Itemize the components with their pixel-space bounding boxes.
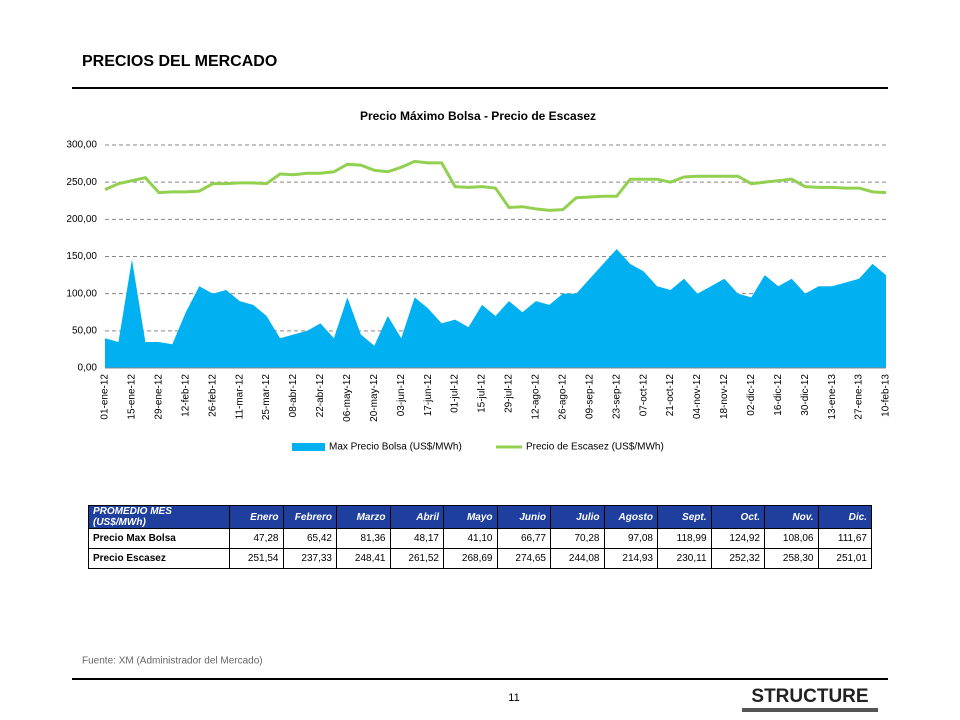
table-cell: 81,36	[336, 528, 391, 549]
table-cell: Abril	[389, 505, 444, 529]
table-cell: Sept.	[657, 505, 712, 529]
table-cell: Mayo	[443, 505, 498, 529]
x-tick-label: 07-oct-12	[638, 374, 649, 417]
logo: STRUCTURE	[751, 686, 868, 707]
table-cell: 248,41	[336, 548, 391, 569]
y-tick-label: 300,00	[66, 140, 97, 151]
source: Fuente: XM (Administrador del Mercado)	[82, 656, 263, 667]
x-tick-label: 13-ene-13	[827, 374, 838, 420]
x-tick-label: 11-mar-12	[234, 374, 245, 420]
table-cell: 237,33	[282, 548, 337, 569]
table-cell: Nov.	[764, 505, 819, 529]
x-tick-label: 12-feb-12	[180, 374, 191, 417]
legend-label: Max Precio Bolsa (US$/MWh)	[329, 442, 462, 453]
area	[105, 249, 886, 368]
table-cell: 97,08	[603, 528, 658, 549]
x-tick-label: 26-ago-12	[557, 374, 568, 420]
x-tick-label: 02-dic-12	[746, 374, 757, 416]
y-tick-label: 100,00	[66, 288, 97, 299]
table-row: Precio Escasez 251,54 237,33 248,41 261,52 26…	[88, 548, 872, 569]
table-row: Precio Max Bolsa 47,28 65,42 81,36 48,17 41,1…	[88, 528, 872, 549]
table-cell: 251,54	[229, 548, 284, 569]
table-cell: 47,28	[229, 528, 284, 549]
table-cell: Oct.	[710, 505, 765, 529]
table-cell: 124,92	[710, 528, 765, 549]
table-cell: 230,11	[657, 548, 712, 569]
x-tick-label: 27-ene-13	[854, 374, 865, 420]
summary-table: PROMEDIO MES (US$/MWh) Enero Febrero Marzo A…	[88, 505, 872, 569]
table-cell: 118,99	[657, 528, 712, 549]
y-tick-label: 200,00	[66, 214, 97, 225]
x-tick-label: 01-ene-12	[100, 374, 111, 420]
table-cell: Precio Max Bolsa	[88, 528, 230, 549]
table-cell: 70,28	[550, 528, 605, 549]
x-tick-label: 15-ene-12	[127, 374, 138, 420]
table-cell: Enero	[229, 505, 284, 529]
y-tick-label: 0,00	[78, 363, 98, 374]
table-cell: Febrero	[282, 505, 337, 529]
x-tick-label: 29-jul-12	[504, 374, 515, 413]
table-cell: 66,77	[496, 528, 551, 549]
x-tick-label: 23-sep-12	[611, 374, 622, 419]
x-tick-label: 04-nov-12	[692, 374, 703, 419]
x-tick-label: 06-may-12	[342, 374, 353, 422]
table-cell: 48,17	[389, 528, 444, 549]
table-cell: Junio	[496, 505, 551, 529]
x-tick-label: 20-may-12	[369, 374, 380, 422]
table-cell: 41,10	[443, 528, 498, 549]
table-cell: 261,52	[389, 548, 444, 569]
x-tick-label: 29-ene-12	[154, 374, 165, 420]
x-tick-label: 15-jul-12	[477, 374, 488, 413]
table-cell: 214,93	[603, 548, 658, 569]
slide-title: PRECIOS DEL MERCADO	[82, 53, 277, 70]
x-tick-label: 25-mar-12	[261, 374, 272, 421]
table-cell: PROMEDIO MES (US$/MWh)	[88, 505, 230, 529]
table-cell: 108,06	[764, 528, 819, 549]
table-cell: 65,42	[282, 528, 337, 549]
table-cell: 252,32	[710, 548, 765, 569]
legend-swatch	[292, 443, 325, 451]
x-tick-label: 09-sep-12	[584, 374, 595, 419]
y-tick-label: 250,00	[66, 177, 97, 188]
table-cell: Marzo	[336, 505, 391, 529]
table-cell: 251,01	[817, 548, 872, 569]
y-tick-label: 50,00	[72, 325, 97, 336]
x-tick-label: 16-dic-12	[773, 374, 784, 416]
table-row: PROMEDIO MES (US$/MWh) Enero Febrero Marzo A…	[88, 505, 872, 529]
x-tick-label: 22-abr-12	[315, 374, 326, 418]
table-cell: Precio Escasez	[88, 548, 230, 569]
x-tick-label: 08-abr-12	[288, 374, 299, 418]
x-tick-label: 03-jun-12	[396, 374, 407, 417]
table-cell: 274,65	[496, 548, 551, 569]
table-cell: Agosto	[603, 505, 658, 529]
x-tick-label: 01-jul-12	[450, 374, 461, 413]
table-cell: Julio	[550, 505, 605, 529]
x-tick-label: 12-ago-12	[531, 374, 542, 420]
logo-bar	[742, 708, 878, 712]
line	[104, 159, 887, 212]
x-tick-label: 21-oct-12	[665, 374, 676, 417]
x-tick-label: 17-jun-12	[423, 374, 434, 417]
table-cell: 244,08	[550, 548, 605, 569]
y-tick-label: 150,00	[66, 251, 97, 262]
x-tick-label: 10-feb-13	[881, 374, 892, 417]
page-number: 11	[508, 692, 519, 704]
x-tick-label: 26-feb-12	[207, 374, 218, 417]
x-tick-label: 30-dic-12	[800, 374, 811, 416]
x-tick-label: 18-nov-12	[719, 374, 730, 419]
chart-title: Precio Máximo Bolsa - Precio de Escasez	[360, 109, 596, 123]
legend-label: Precio de Escasez (US$/MWh)	[526, 442, 664, 453]
table-cell: Dic.	[817, 505, 872, 529]
table-cell: 111,67	[817, 528, 872, 549]
table-cell: 268,69	[443, 548, 498, 569]
table-cell: 258,30	[764, 548, 819, 569]
